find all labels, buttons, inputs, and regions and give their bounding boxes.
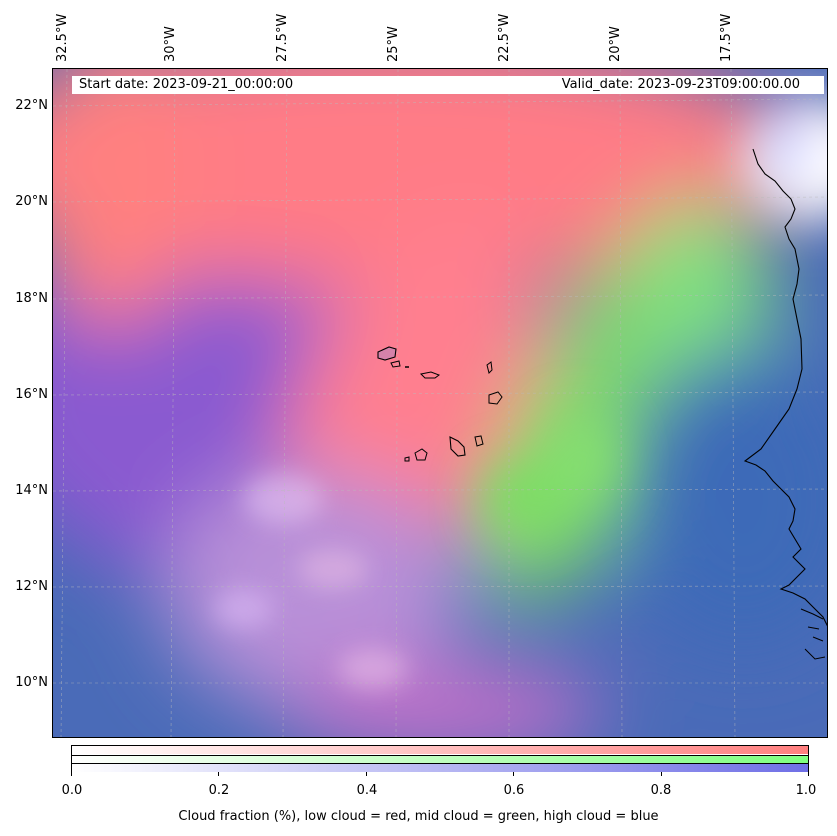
high-cloud-northeast xyxy=(768,99,808,189)
date-info-bar: Start date: 2023-09-21_00:00:00 Valid_da… xyxy=(72,76,824,94)
colorbar-tick-0: 0.0 xyxy=(61,783,83,798)
lat-label-14n: 14°N xyxy=(15,483,48,498)
coast-islands-east xyxy=(800,608,826,660)
colorbar-label: Cloud fraction (%), low cloud = red, mid… xyxy=(178,809,659,824)
graticule xyxy=(53,69,827,737)
lon-label-30w: 30°W xyxy=(163,26,178,62)
colorbar-tick-0-8: 0.8 xyxy=(650,783,672,798)
mixed-cloud-south xyxy=(163,469,463,709)
mid-cloud-patch-2 xyxy=(548,414,618,504)
lon-label-22-5w: 22.5°W xyxy=(497,13,512,62)
low-cloud-top xyxy=(53,69,803,289)
island-santiago xyxy=(449,436,466,457)
map-canvas xyxy=(53,69,827,737)
colorbar xyxy=(71,745,809,772)
colorbar-low-cloud xyxy=(72,746,808,754)
lon-label-27-5w: 27.5°W xyxy=(275,13,290,62)
island-fogo xyxy=(414,448,428,461)
colorbar-tick-1-0: 1.0 xyxy=(795,783,817,798)
lat-label-16n: 16°N xyxy=(15,387,48,402)
low-cloud-west xyxy=(53,69,193,329)
lon-label-25w: 25°W xyxy=(386,26,401,62)
cloud-speckle-3 xyxy=(213,589,273,629)
lat-label-20n: 20°N xyxy=(15,194,48,209)
colorbar-tick-0-6: 0.6 xyxy=(503,783,525,798)
island-boa-vista xyxy=(488,391,503,405)
mid-cloud-east xyxy=(633,209,773,389)
island-sal xyxy=(486,361,493,374)
valid-date-label: Valid_date: 2023-09-23T09:00:00.00 xyxy=(561,77,800,92)
colorbar-tick-0-4: 0.4 xyxy=(356,783,378,798)
lon-label-32-5w: 32.5°W xyxy=(55,13,70,62)
lat-label-22n: 22°N xyxy=(15,98,48,113)
colorbar-mid-cloud xyxy=(72,754,808,764)
cloud-fraction-map xyxy=(52,68,828,738)
start-date-label: Start date: 2023-09-21_00:00:00 xyxy=(79,77,294,92)
island-brava xyxy=(404,456,410,462)
island-sao-vicente xyxy=(390,360,401,368)
island-sao-nicolau xyxy=(419,371,441,379)
island-santo-antao xyxy=(377,346,397,361)
lon-label-17-5w: 17.5°W xyxy=(719,13,734,62)
island-maio xyxy=(474,435,484,447)
lat-label-18n: 18°N xyxy=(15,291,48,306)
lat-label-10n: 10°N xyxy=(15,675,48,690)
africa-coastline xyxy=(743,148,827,627)
cloud-speckle-4 xyxy=(338,649,408,689)
lat-label-12n: 12°N xyxy=(15,579,48,594)
high-cloud-east xyxy=(623,349,827,649)
colorbar-tick-0-2: 0.2 xyxy=(208,783,230,798)
mid-cloud-patch xyxy=(483,464,563,534)
cloud-speckle-2 xyxy=(298,549,368,589)
cloud-speckle-1 xyxy=(243,474,323,524)
colorbar-high-cloud xyxy=(72,763,808,772)
lon-label-20w: 20°W xyxy=(608,26,623,62)
